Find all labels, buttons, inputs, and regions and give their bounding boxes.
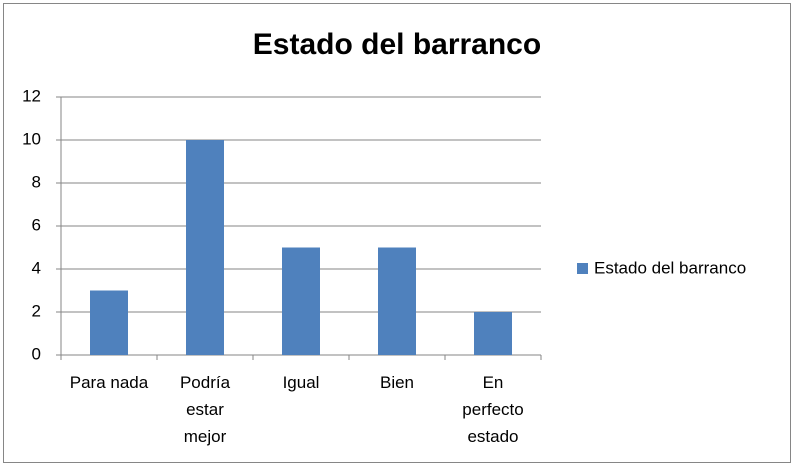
x-tick-label: Igual [283, 373, 320, 392]
x-tick-label: En perfecto estado [462, 373, 523, 446]
y-tick-label: 12 [22, 86, 41, 105]
y-tick-label: 2 [32, 301, 41, 320]
y-tick-label: 6 [32, 215, 41, 234]
chart-border [3, 3, 791, 463]
legend-swatch [577, 263, 588, 274]
y-tick-label: 10 [22, 129, 41, 148]
y-tick-label: 8 [32, 172, 41, 191]
y-tick-label: 4 [32, 258, 41, 277]
x-tick-label: Podría estar mejor [180, 373, 231, 446]
y-tick-label: 0 [32, 344, 41, 363]
bar [282, 247, 320, 355]
chart-title: Estado del barranco [253, 28, 541, 61]
bar [378, 247, 416, 355]
legend-label: Estado del barranco [594, 258, 746, 277]
bar [186, 140, 224, 355]
x-tick-label: Bien [380, 373, 414, 392]
bar [474, 312, 512, 355]
bar [90, 290, 128, 355]
x-tick-label: Para nada [70, 373, 149, 392]
